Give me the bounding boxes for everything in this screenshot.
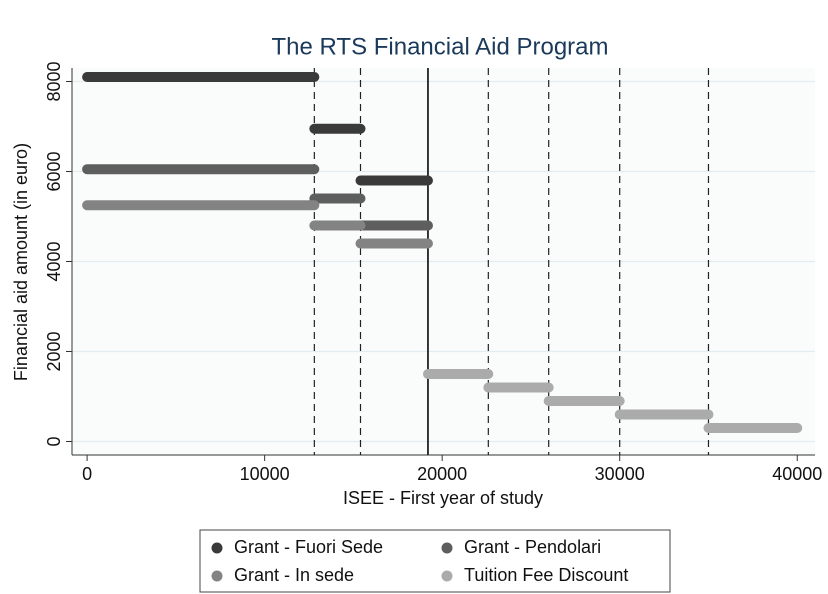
- legend-label: Tuition Fee Discount: [464, 565, 628, 585]
- legend-label: Grant - Pendolari: [464, 537, 601, 557]
- legend-box: [199, 529, 671, 593]
- x-tick-label: 40000: [772, 464, 822, 484]
- x-tick-label: 30000: [595, 464, 645, 484]
- y-axis-label: Financial aid amount (in euro): [11, 143, 31, 381]
- legend-marker: [441, 570, 453, 582]
- x-tick-label: 20000: [417, 464, 467, 484]
- y-tick-label: 4000: [44, 241, 64, 281]
- y-tick-label: 6000: [44, 151, 64, 191]
- legend-label: Grant - In sede: [234, 565, 354, 585]
- x-tick-label: 0: [82, 464, 92, 484]
- legend-marker: [211, 570, 223, 582]
- y-tick-label: 2000: [44, 331, 64, 371]
- legend-label: Grant - Fuori Sede: [234, 537, 383, 557]
- legend-marker: [441, 542, 453, 554]
- x-axis-label: ISEE - First year of study: [343, 488, 543, 508]
- legend-marker: [211, 542, 223, 554]
- y-tick-label: 8000: [44, 61, 64, 101]
- chart-title: The RTS Financial Aid Program: [271, 33, 608, 60]
- y-tick-label: 0: [44, 436, 64, 446]
- x-tick-label: 10000: [240, 464, 290, 484]
